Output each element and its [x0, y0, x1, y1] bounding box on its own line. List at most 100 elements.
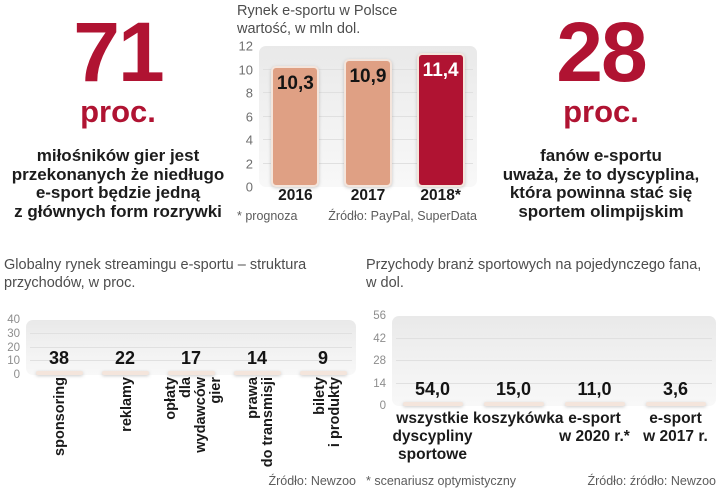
stat-description-line: e-sport będzie jedną [35, 183, 201, 202]
category-label-line: sportowe [398, 446, 467, 463]
x-axis: wszystkie dyscypliny sportowe koszykówka e-s… [366, 406, 716, 464]
y-tick-label: 0 [379, 400, 386, 412]
bar-value-label: 10,3 [276, 72, 314, 94]
bar [483, 402, 544, 406]
y-tick-label: 14 [373, 377, 386, 390]
category-label-line: sponsoring [51, 377, 67, 456]
category-label-line: 2016 [278, 187, 313, 204]
chart-revenue-per-fan: Przychody branż sportowych na pojedyncze… [366, 256, 716, 488]
plot-area: 38 22 17 14 9 [26, 320, 356, 375]
bar-column: 10,3 [261, 46, 329, 187]
stat-value: 28 [556, 5, 647, 99]
y-tick-label: 42 [373, 332, 386, 345]
categories: wszystkie dyscypliny sportowe koszykówka e-s… [392, 410, 716, 464]
bars: 38 22 17 14 9 [26, 320, 356, 375]
bar-column: 54,0 [392, 379, 473, 406]
category-label: 2017 [334, 187, 402, 205]
bar [167, 371, 215, 375]
category-label-line: bilety [311, 377, 328, 415]
stat-unit: proc. [563, 94, 639, 129]
category-label-line: opłaty [162, 377, 179, 420]
bar-column: 11,4 [407, 46, 475, 187]
y-tick-label: 4 [245, 132, 253, 148]
category-label-text: e-sport w 2020 r.* [554, 410, 635, 446]
bar-column: 11,0 [554, 379, 635, 406]
bar-value-label: 54,0 [414, 379, 451, 399]
stat-description-line: z głównych form rozrywki [14, 201, 222, 221]
y-tick-label: 10 [7, 355, 20, 368]
bar [299, 371, 347, 375]
y-tick-label: 12 [238, 38, 253, 54]
chart-title: Rynek e-sportu w Polsce wartość, w mln d… [237, 2, 477, 38]
chart-title: Przychody branż sportowych na pojedyncze… [366, 256, 716, 292]
bar-value-label: 14 [246, 348, 268, 368]
category-label-text: 2016 [261, 187, 329, 205]
category-label-line: prawa [244, 377, 261, 419]
bar-value-label: 11,0 [577, 379, 612, 399]
stat-description-line: sportem olimpijskim [518, 201, 684, 221]
bar: 10,9 [343, 58, 392, 187]
chart-streaming-revenue-structure: Globalny rynek streamingu e-sportu – str… [4, 256, 356, 488]
bar-column: 14 [224, 348, 290, 375]
category-label: e-sport w 2017 r. [635, 410, 716, 464]
bar [101, 371, 149, 375]
stat-fans: 28 proc. fanów e-sportu uważa, że to dys… [482, 5, 720, 221]
category-label-text: 2017 [334, 187, 402, 205]
plot-area: 54,0 15,0 11,0 3,6 [392, 316, 716, 406]
category-label-text: bilety i produkty [282, 377, 374, 469]
categories: sponsoring reklamy opłaty dla wydawców gier pr… [26, 375, 361, 471]
category-label: 2018* [407, 187, 475, 205]
chart-source: Źródło: źródło: Newzoo [587, 474, 716, 488]
category-label-line: w 2020 r.* [559, 428, 630, 445]
bar-column: 38 [26, 348, 92, 375]
chart-footer: * prognoza Źródło: PayPal, SuperData [237, 209, 477, 223]
chart-footer: Źródło: Newzoo [4, 474, 356, 488]
stat-description-line: miłośników gier jest [36, 146, 200, 165]
plot-background-band [392, 316, 716, 406]
bar: 10,3 [271, 65, 320, 187]
bar-value-label: 11,4 [422, 60, 459, 82]
y-tick-label: 40 [7, 314, 20, 326]
bar [564, 402, 625, 406]
category-label-line: e-sport [568, 410, 621, 427]
bar-value-label: 10,9 [349, 65, 387, 87]
chart-poland-esport-market: Rynek e-sportu w Polsce wartość, w mln d… [237, 2, 477, 234]
bars: 10,3 10,9 11,4 [259, 46, 477, 187]
y-tick-label: 8 [245, 85, 253, 101]
gridline [30, 360, 352, 362]
bar-column: 9 [290, 348, 356, 375]
chart-footnote: * prognoza [237, 209, 298, 223]
category-label-line: dyscypliny [392, 428, 473, 445]
chart-title-line: przychodów, w proc. [4, 275, 136, 291]
category-label-line: 2017 [350, 187, 386, 204]
y-tick-label: 30 [7, 327, 20, 340]
category-label: 2016 [261, 187, 329, 205]
bar: 11,4 [416, 53, 465, 187]
y-axis: 0 2 4 6 8 10 12 [237, 39, 259, 195]
bars: 54,0 15,0 11,0 3,6 [392, 316, 716, 406]
category-label-line: wydawców [192, 377, 209, 453]
y-tick-label: 56 [373, 310, 386, 322]
stat-description: fanów e-sportu uważa, że to dyscyplina, … [482, 146, 720, 221]
category-label-text: koszykówka [473, 410, 564, 428]
stat-unit: proc. [80, 94, 156, 129]
plot-row: 0 10 20 30 40 38 22 17 14 9 [4, 314, 356, 381]
category-label: wszystkie dyscypliny sportowe [392, 410, 473, 464]
categories: 2016 2017 2018* [259, 187, 477, 205]
gridline [396, 360, 712, 361]
category-label: koszykówka [473, 410, 564, 464]
bar-value-label: 3,6 [662, 379, 689, 399]
y-tick-label: 20 [7, 341, 20, 354]
chart-title-line: wartość, w mln dol. [237, 21, 361, 37]
category-label-line: e-sport [649, 410, 702, 427]
category-label-text: wszystkie dyscypliny sportowe [392, 410, 473, 464]
bar-value-label: 15,0 [495, 379, 532, 399]
category-label-line: koszykówka [473, 410, 564, 427]
bar [35, 371, 83, 375]
category-label-line: w 2017 r. [643, 428, 708, 445]
chart-title: Globalny rynek streamingu e-sportu – str… [4, 256, 356, 292]
category-label-line: do transmisji [259, 377, 276, 468]
bar [402, 402, 463, 406]
y-tick-label: 0 [13, 369, 20, 381]
bar-value-label: 9 [317, 348, 328, 368]
